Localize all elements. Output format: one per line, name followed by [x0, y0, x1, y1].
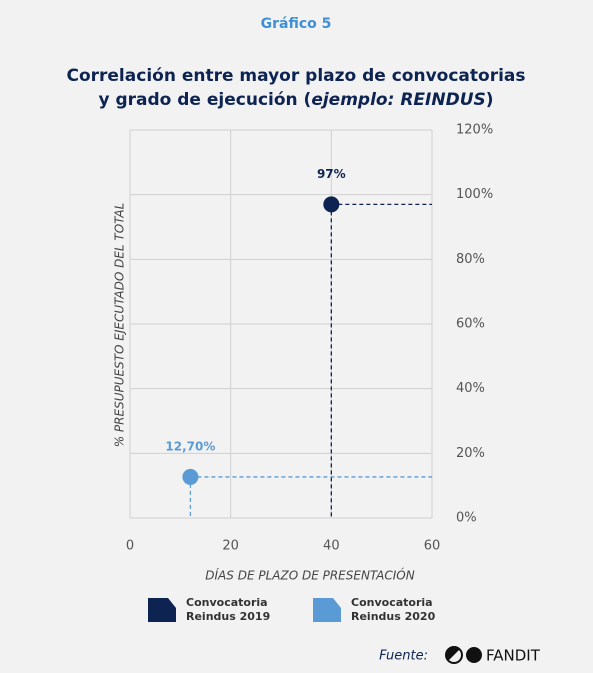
chart-title: y grado de ejecución (ejemplo: REINDUS): [98, 90, 493, 110]
logo: [445, 646, 482, 664]
kicker: Gráfico 5: [261, 16, 332, 32]
title-part: ejemplo: REINDUS: [311, 90, 485, 110]
x-tick-label: 40: [323, 539, 340, 554]
legend-label: Convocatoria Reindus 2019: [186, 596, 271, 623]
title-part: y grado de ejecución (: [98, 90, 311, 110]
y-tick-label: 40%: [456, 381, 485, 396]
legend-label: Convocatoria Reindus 2020: [351, 596, 436, 623]
point: [323, 196, 340, 213]
x-axis-label: DÍAS DE PLAZO DE PRESENTACIÓN: [205, 568, 414, 583]
y-tick-label: 100%: [456, 187, 493, 202]
point: [182, 468, 199, 485]
source: FANDIT: [486, 647, 541, 665]
x-tick-label: 0: [126, 539, 134, 554]
data-label: 97%: [317, 167, 346, 181]
y-tick-label: 0%: [456, 511, 477, 526]
source-label: Fuente:: [379, 649, 428, 664]
x-tick-label: 60: [424, 539, 441, 554]
y-tick-label: 60%: [456, 317, 485, 332]
data-label: 12,70%: [165, 439, 215, 453]
legend-marker: [148, 598, 176, 622]
legend-marker: [313, 598, 341, 622]
y-axis-label: % PRESUPUESTO EJECUTADO DEL TOTAL: [113, 203, 127, 448]
chart-title: Correlación entre mayor plazo de convoca…: [66, 66, 525, 86]
y-tick-label: 80%: [456, 252, 485, 267]
y-tick-label: 120%: [456, 123, 493, 138]
y-tick-label: 20%: [456, 446, 485, 461]
x-tick-label: 20: [222, 539, 239, 554]
title-part: ): [486, 90, 494, 110]
